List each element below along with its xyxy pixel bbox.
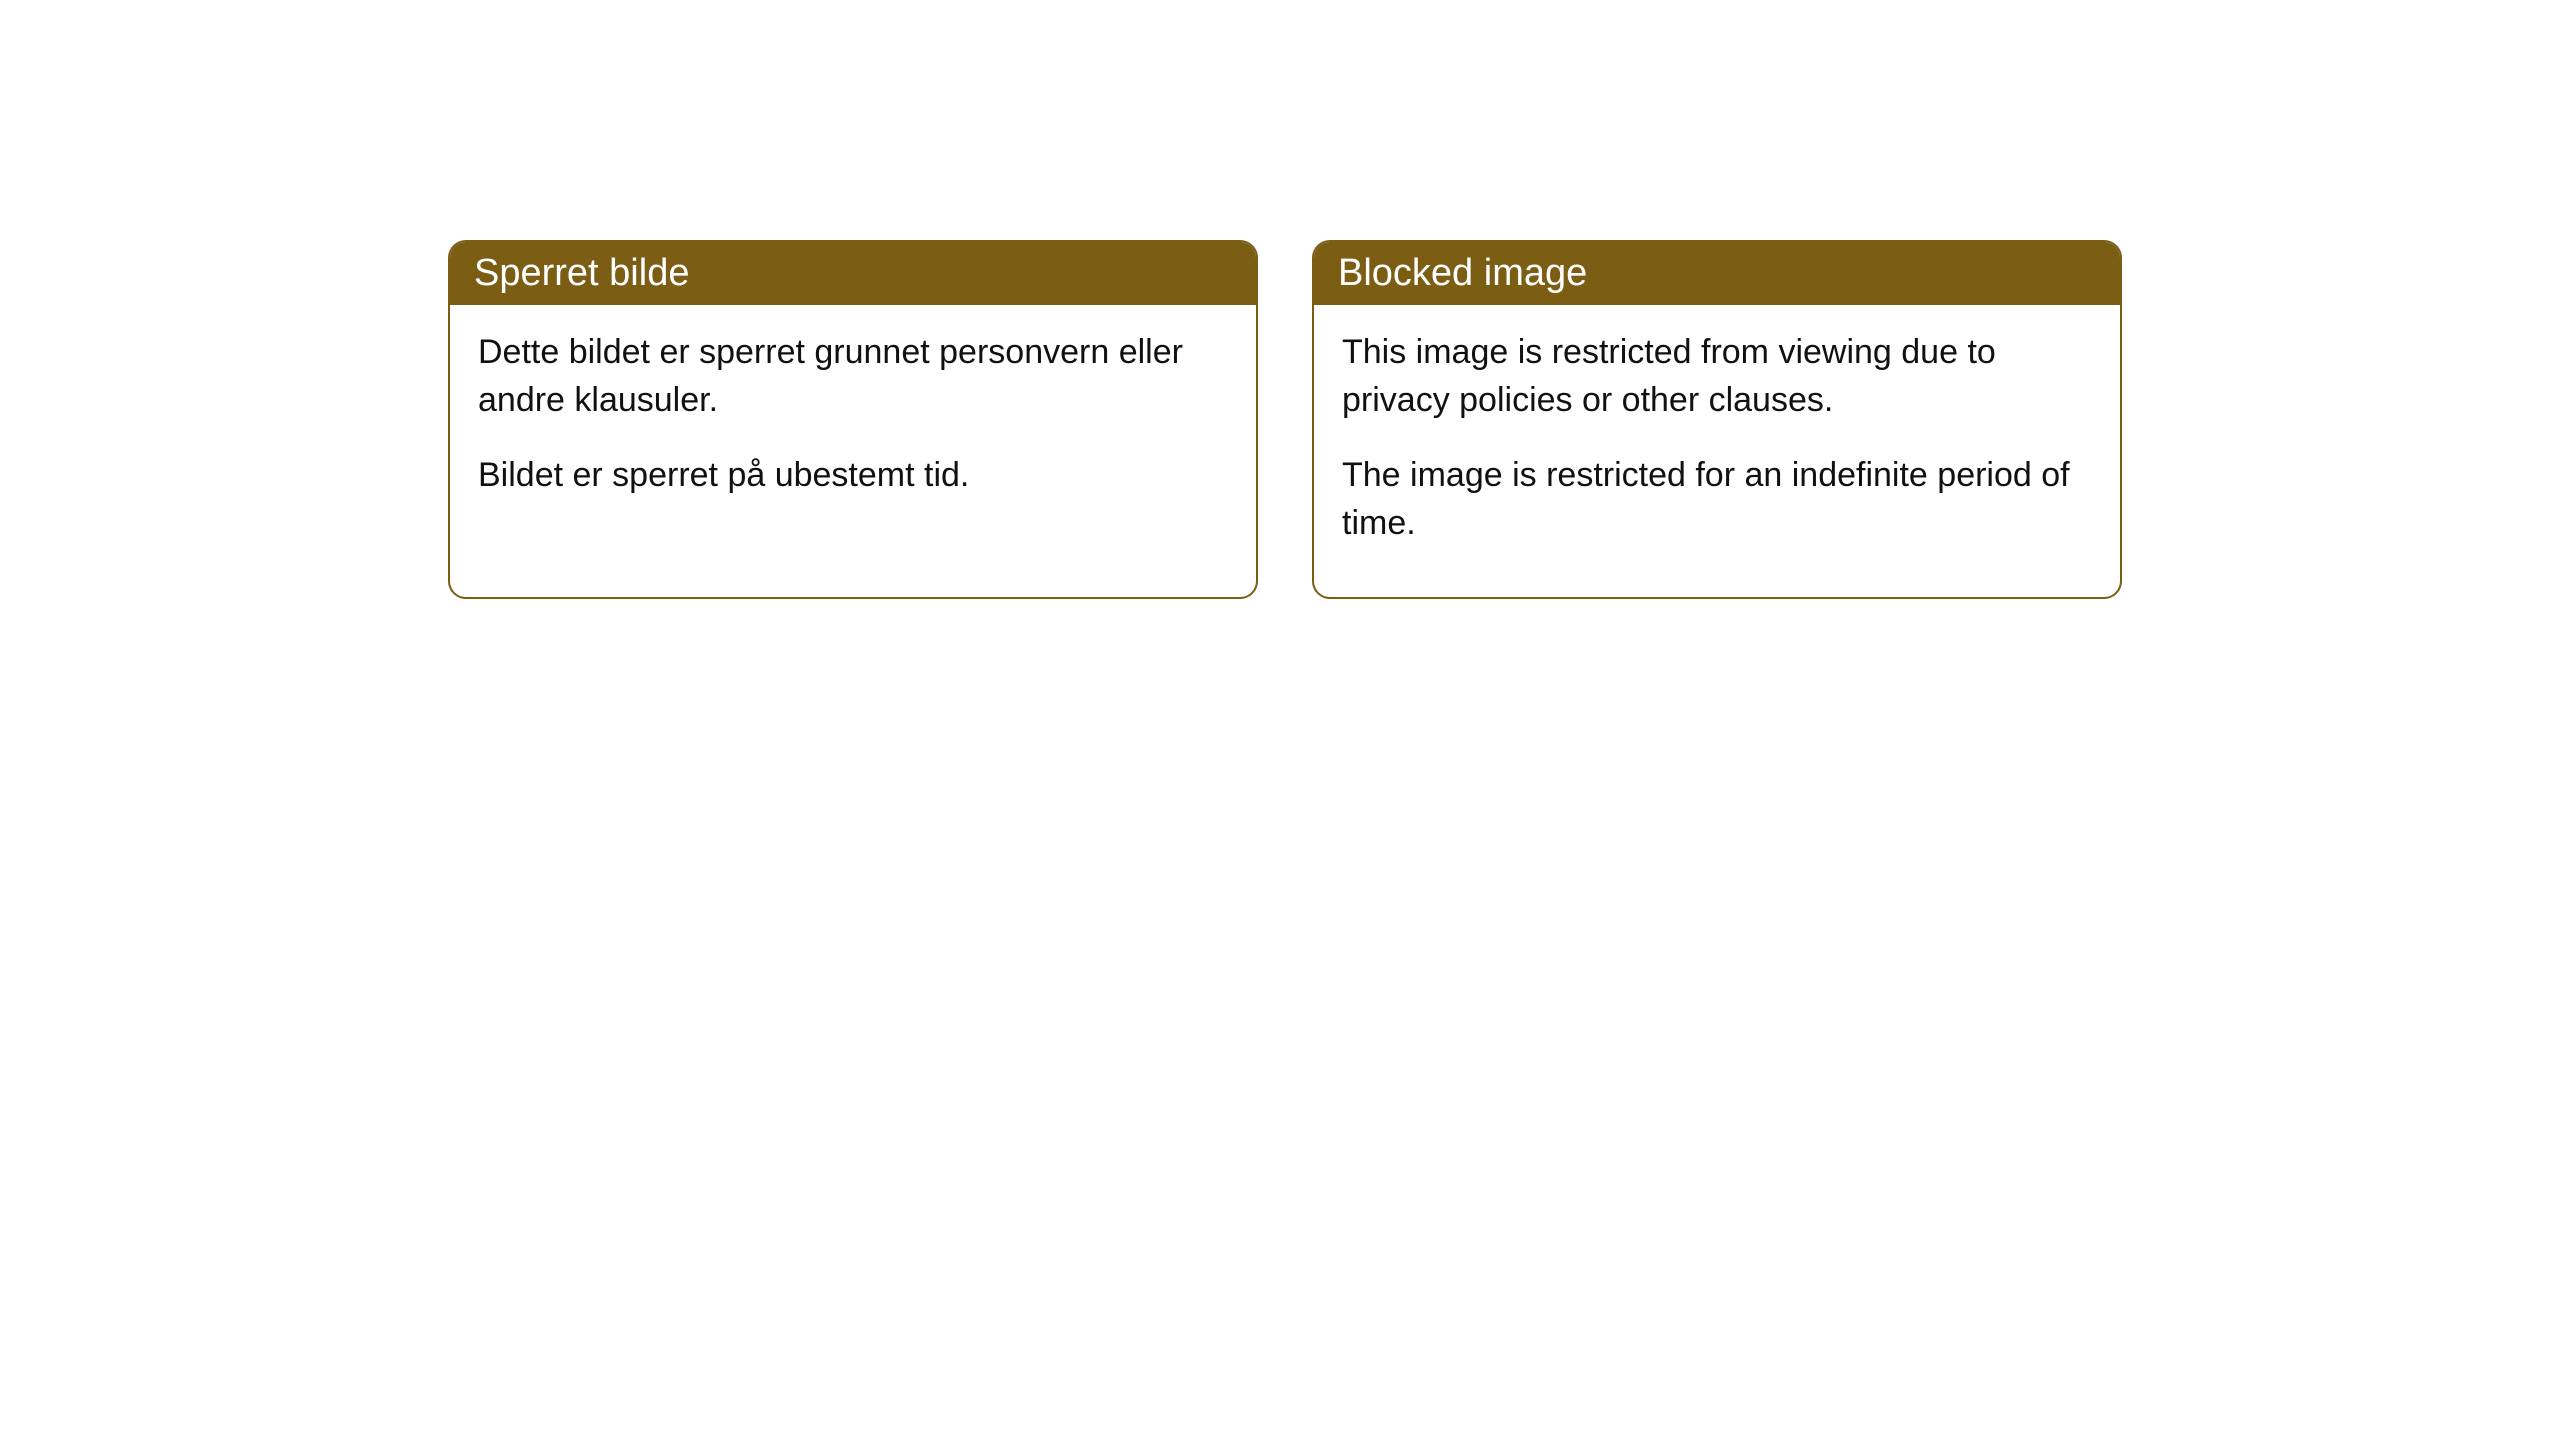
card-header: Sperret bilde — [450, 242, 1256, 305]
card-paragraph: This image is restricted from viewing du… — [1342, 329, 2092, 424]
card-paragraph: Dette bildet er sperret grunnet personve… — [478, 329, 1228, 424]
card-header: Blocked image — [1314, 242, 2120, 305]
notice-container: Sperret bilde Dette bildet er sperret gr… — [448, 240, 2122, 599]
card-body: This image is restricted from viewing du… — [1314, 305, 2120, 597]
notice-card-english: Blocked image This image is restricted f… — [1312, 240, 2122, 599]
notice-card-norwegian: Sperret bilde Dette bildet er sperret gr… — [448, 240, 1258, 599]
card-paragraph: Bildet er sperret på ubestemt tid. — [478, 452, 1228, 500]
card-body: Dette bildet er sperret grunnet personve… — [450, 305, 1256, 550]
card-paragraph: The image is restricted for an indefinit… — [1342, 452, 2092, 547]
